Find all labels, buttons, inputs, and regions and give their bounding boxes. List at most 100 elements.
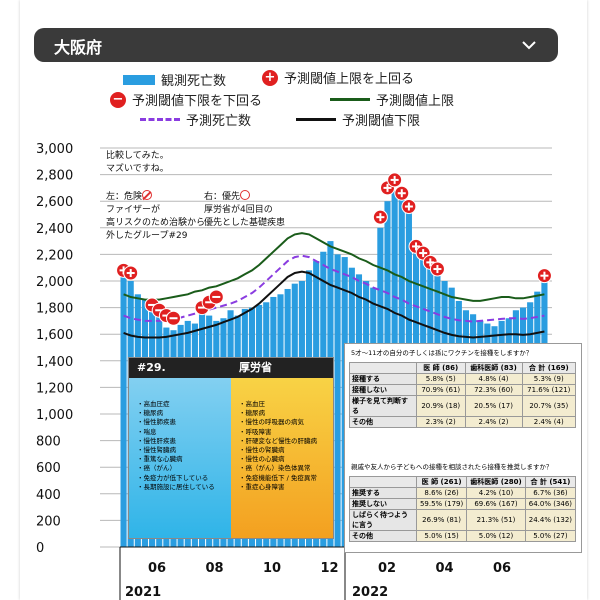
table-header: [349, 362, 417, 374]
x-tick-label: 12: [320, 561, 338, 576]
minus-icon: −: [110, 91, 126, 108]
table-row: 推奨しない 59.5% (179) 69.6% (167) 64.0% (346): [349, 498, 577, 510]
legend-above-upper-label: 予測閾値上限を上回る: [284, 72, 415, 87]
y-tick-label: 600: [36, 461, 61, 476]
table-row: 様子を見て判断する 20.9% (18) 20.5% (17) 20.7% (35): [349, 395, 577, 417]
y-tick-label: 800: [36, 435, 61, 450]
list-item: ・重症心身障害: [239, 482, 285, 491]
annotation-right: 右：優先 厚労省が4回目の 優先とした基礎疾患: [204, 190, 285, 230]
table-cell: 5.0% (27): [524, 530, 577, 542]
table-row: 医 師 (261) 歯科医師 (280) 合 計 (541): [349, 476, 577, 488]
chevron-down-icon: [522, 41, 536, 50]
survey1-table: 医 師 (86) 歯科医師 (83) 合 計 (169) 接種する 5.8% (5…: [349, 362, 577, 428]
table-cell: 6.7% (36): [524, 487, 577, 499]
annotation-note: 比較してみた。 マズいですね。: [106, 150, 169, 176]
row-label: その他: [349, 416, 417, 428]
annotation-left-text-2: 高リスクのため治験から: [106, 218, 206, 228]
y-tick-label: 1,200: [36, 381, 73, 396]
comparison-panel: #29. ・高血圧症 ・糖尿病 ・慢性肺疾患 ・喘息 ・慢性肝疾患 ・慢性腎臓病…: [128, 357, 334, 539]
table-cell: 2.3% (2): [416, 416, 466, 428]
comparison-right-title: 厚労省: [231, 358, 333, 378]
region-selector[interactable]: 大阪府: [34, 28, 558, 62]
comparison-left-column: #29. ・高血圧症 ・糖尿病 ・慢性肺疾患 ・喘息 ・慢性肝疾患 ・慢性腎臓病…: [129, 358, 231, 538]
plus-icon: +: [262, 69, 278, 86]
legend-upper-line-label: 予測閾値上限: [376, 94, 455, 109]
row-label: 様子を見て判断する: [349, 395, 417, 417]
year-label: 2022: [352, 585, 388, 600]
x-tick-label: 02: [378, 561, 396, 576]
annotation-left-text-1: ファイザーが: [106, 205, 161, 215]
table-header: 医 師 (261): [415, 476, 468, 488]
legend-lower-line: 予測閾値下限: [296, 110, 420, 129]
y-tick-label: 1,000: [36, 408, 73, 423]
y-tick-label: 2,600: [36, 195, 73, 210]
table-cell: 59.5% (179): [415, 498, 468, 510]
annotation-right-text-2: 優先とした基礎疾患: [204, 218, 286, 228]
annotation-note-line-2: マズいですね。: [106, 164, 169, 174]
chart-legend: 観測死亡数 + 予測閾値上限を上回る − 予測閾値下限を下回る 予測閾値上限 予…: [0, 66, 600, 129]
row-label: 接種する: [349, 373, 417, 385]
legend-upper-line: 予測閾値上限: [330, 90, 454, 109]
list-item: ・慢性の心臓病: [239, 455, 285, 464]
comparison-right-list: ・高血圧 ・糖尿病 ・慢性の呼吸器の病気 ・呼吸障害 ・肝硬変など慢性の肝臓病 …: [231, 400, 333, 492]
legend-lower-line-label: 予測閾値下限: [342, 114, 421, 129]
annotation-right-label: 右：優先: [204, 192, 241, 202]
table-header: 歯科医師 (83): [464, 362, 523, 374]
y-tick-label: 0: [36, 541, 44, 556]
table-cell: 4.2% (10): [466, 487, 526, 499]
y-tick-label: 2,800: [36, 169, 73, 184]
row-label: 推奨する: [349, 487, 417, 499]
annotation-right-text-1: 厚労省が4回目の: [204, 205, 273, 215]
table-cell: 2.4% (4): [521, 416, 577, 428]
x-tick-label: 04: [435, 561, 453, 576]
legend-observed: 観測死亡数: [123, 70, 226, 89]
upper-line-swatch: [330, 98, 370, 101]
comparison-left-sub: [129, 378, 231, 400]
table-cell: 26.9% (81): [415, 509, 468, 531]
table-header: 医 師 (86): [416, 362, 466, 374]
list-item: ・高血圧症: [137, 400, 170, 408]
y-tick-label: 2,400: [36, 222, 73, 237]
x-tick-label: 10: [263, 561, 281, 576]
table-cell: 21.3% (51): [466, 509, 526, 531]
predicted-line-swatch: [140, 118, 180, 121]
comparison-right-column: 厚労省 ・高血圧 ・糖尿病 ・慢性の呼吸器の病気 ・呼吸障害 ・肝硬変など慢性の…: [231, 358, 333, 538]
bar-swatch: [123, 74, 155, 85]
table-cell: 70.9% (61): [416, 384, 466, 396]
y-tick-label: 1,400: [36, 355, 73, 370]
legend-below-lower: − 予測閾値下限を下回る: [110, 90, 262, 109]
table-row: 接種する 5.8% (5) 4.8% (4) 5.3% (9): [349, 373, 577, 385]
prohibited-icon: [142, 190, 153, 200]
comparison-left-list: ・高血圧症 ・糖尿病 ・慢性肺疾患 ・喘息 ・慢性肝疾患 ・慢性腎臓病 ・重篤な…: [129, 400, 231, 492]
table-row: しばらく待つように言う 26.9% (81) 21.3% (51) 24.4% (13…: [349, 509, 577, 531]
comparison-left-title: #29.: [129, 358, 231, 378]
table-cell: 8.6% (26): [415, 487, 468, 499]
list-item: ・慢性の腎臓病: [239, 446, 285, 455]
y-tick-label: 2,000: [36, 275, 73, 290]
table-header: 合 計 (169): [521, 362, 577, 374]
table-row: 推奨する 8.6% (26) 4.2% (10) 6.7% (36): [349, 487, 577, 499]
legend-predicted-label: 予測死亡数: [186, 114, 252, 129]
survey2-table: 医 師 (261) 歯科医師 (280) 合 計 (541) 推奨する 8.6% …: [349, 476, 577, 542]
table-cell: 72.3% (60): [464, 384, 523, 396]
list-item: ・長期施設に居住している: [137, 482, 215, 491]
series-line-upper: [123, 232, 545, 302]
lower-line-swatch: [296, 118, 336, 121]
row-label: しばらく待つように言う: [349, 509, 417, 531]
annotation-left-text-3: 外したグループ#29: [106, 231, 188, 241]
table-header: [349, 476, 417, 488]
list-item: ・慢性肺疾患: [137, 418, 176, 427]
annotation-left: 左：危険 ファイザーが 高リスクのため治験から 外したグループ#29: [106, 190, 205, 243]
region-title: 大阪府: [54, 38, 103, 57]
list-item: ・免疫力が低下している: [137, 473, 209, 482]
table-cell: 5.0% (12): [466, 530, 526, 542]
list-item: ・喘息: [137, 427, 157, 436]
survey-tables: 5才～11才の自分の子しくは孫にワクチンを接種をしますか？ 医 師 (86) 歯…: [344, 343, 582, 553]
table-header: 歯科医師 (280): [466, 476, 526, 488]
legend-below-lower-label: 予測閾値下限を下回る: [132, 94, 263, 109]
table-cell: 5.3% (9): [521, 373, 577, 385]
annotation-note-line-1: 比較してみた。: [106, 151, 169, 161]
survey2-caption: 親戚や友人から子どもへの接種を相談されたら接種を推奨しますか？: [351, 463, 553, 471]
list-item: ・高血圧: [239, 400, 265, 408]
table-row: その他 5.0% (15) 5.0% (12) 5.0% (27): [349, 530, 577, 542]
